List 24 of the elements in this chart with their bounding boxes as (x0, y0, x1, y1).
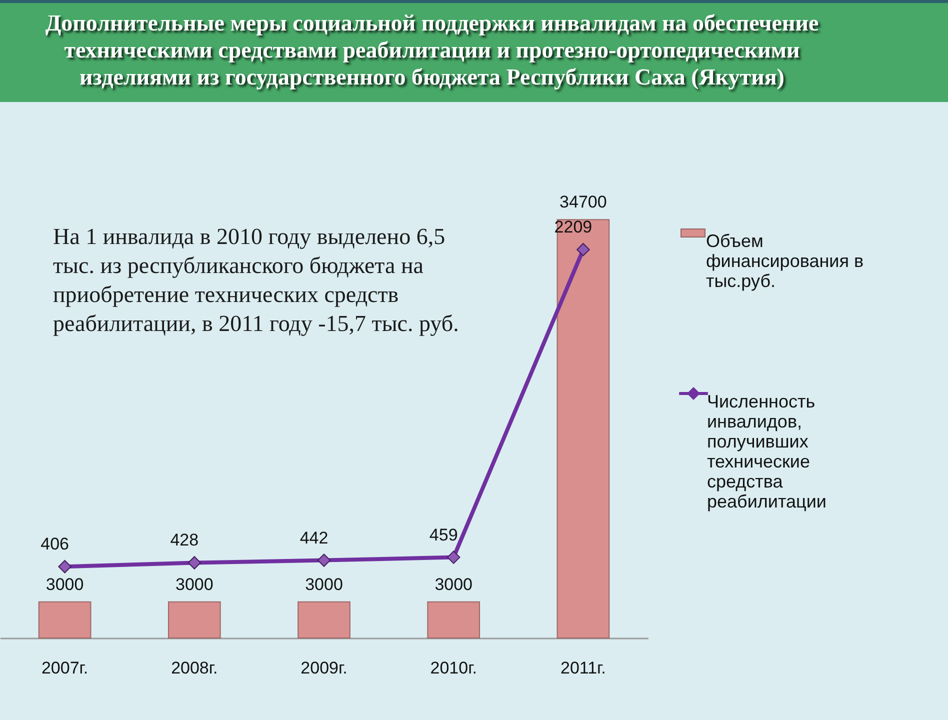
point (58, 560, 72, 574)
x-tick-label: 2010г. (430, 658, 477, 678)
data-label: 3000 (46, 574, 84, 594)
point (188, 556, 202, 570)
annotation: На 1 инвалида в 2010 году выделено 6,5 тыс. из республиканского бюджета на приобретение технических средств реабилитации, в 2011 году -15,7 тыс. руб. (53, 224, 459, 336)
data-label: 3000 (434, 574, 473, 594)
data-label: 406 (40, 534, 69, 554)
data-label: 3000 (175, 574, 214, 594)
point (576, 242, 590, 256)
data-label: 459 (429, 525, 458, 544)
legend-label: Объем финансирования в тыс.руб. (706, 231, 864, 291)
x-tick-label: 2007г. (41, 658, 88, 678)
x-tick-label: 2009г. (300, 658, 348, 678)
x-tick-label: 2008г. (171, 658, 218, 678)
chart-title: Дополнительные меры социальной поддержки инвалидам на обеспечение техническими средствами реабилитации и протезно-ортопедическими изделиями из государственного бюджета Республики Саха (Якутия) (45, 10, 819, 90)
data-label: 428 (170, 530, 199, 550)
x-tick-label: 2011г. (560, 658, 606, 678)
legend-label: Численность инвалидов, получивших технические средства реабилитации (707, 392, 826, 512)
data-label: 3000 (305, 574, 343, 594)
data-label: 442 (300, 528, 328, 548)
data-label: 34700 (560, 192, 607, 212)
data-label: 2209 (554, 218, 592, 237)
point (446, 550, 460, 564)
point (317, 554, 331, 567)
